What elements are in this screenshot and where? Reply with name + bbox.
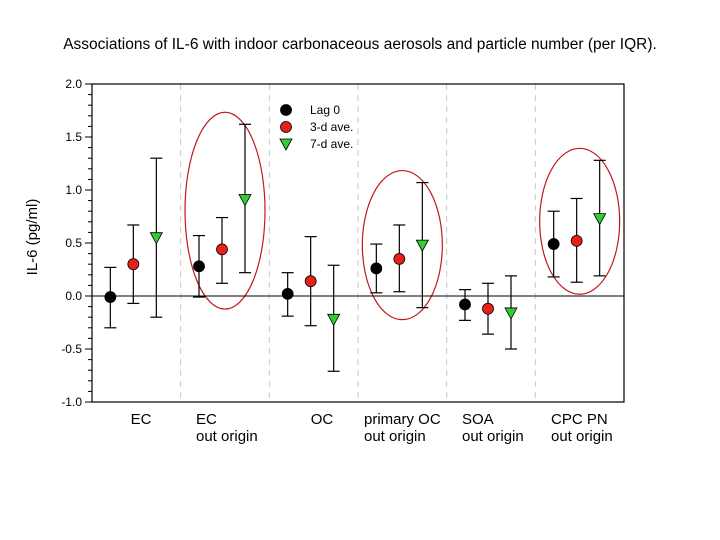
legend-marker [280, 121, 292, 133]
legend-label: Lag 0 [310, 103, 340, 117]
category-label: EC [131, 411, 152, 428]
point-7-d-ave- [415, 239, 430, 252]
y-tick-label: 1.0 [65, 183, 82, 197]
point-3-d-ave- [216, 243, 228, 256]
point-lag-0 [104, 291, 117, 303]
category-label: out origin [462, 428, 524, 445]
point-3-d-ave- [393, 252, 406, 265]
y-tick-label: 2.0 [65, 77, 82, 91]
y-ticks: -1.0 -0.5 0.0 0.5 1.0 1.5 2.0 [61, 77, 92, 409]
category-label: out origin [551, 428, 613, 445]
y-tick-label: 0.0 [65, 289, 82, 303]
highlight-ellipse [361, 169, 443, 321]
legend: Lag 0 3-d ave. 7-d ave. [279, 103, 353, 151]
legend-label: 3-d ave. [310, 120, 353, 134]
point-7-d-ave- [592, 213, 607, 226]
y-axis-label: IL-6 (pg/ml) [24, 199, 41, 276]
point-7-d-ave- [326, 313, 341, 327]
point-7-d-ave- [504, 307, 518, 320]
category-dividers [180, 84, 536, 402]
chart-title: Associations of IL-6 with indoor carbona… [63, 36, 657, 53]
category-label: out origin [196, 428, 258, 445]
point-3-d-ave- [127, 258, 140, 271]
category-label: out origin [364, 428, 426, 445]
category-label: SOA [462, 411, 494, 428]
point-lag-0 [281, 287, 294, 300]
highlight-ellipse [539, 147, 621, 295]
y-tick-label: -0.5 [61, 342, 82, 356]
highlight-ellipse [184, 111, 266, 310]
category-label: EC [196, 411, 217, 428]
point-3-d-ave- [570, 234, 583, 247]
category-label: primary OC [364, 411, 441, 428]
y-tick-label: 0.5 [65, 236, 82, 250]
point-lag-0 [193, 260, 205, 273]
point-lag-0 [459, 298, 471, 311]
error-bars [104, 123, 606, 372]
point-3-d-ave- [482, 302, 494, 315]
y-tick-label: -1.0 [61, 395, 82, 409]
point-lag-0 [370, 262, 383, 275]
y-tick-label: 1.5 [65, 130, 82, 144]
point-7-d-ave- [149, 232, 164, 245]
highlight-ellipses [184, 111, 621, 321]
category-label: OC [311, 411, 334, 428]
data-points [104, 194, 607, 327]
point-lag-0 [547, 238, 560, 250]
legend-label: 7-d ave. [310, 137, 353, 151]
legend-marker [279, 138, 293, 151]
category-label: CPC PN [551, 411, 608, 428]
point-3-d-ave- [304, 275, 317, 288]
point-7-d-ave- [238, 194, 252, 207]
legend-marker [280, 104, 292, 116]
